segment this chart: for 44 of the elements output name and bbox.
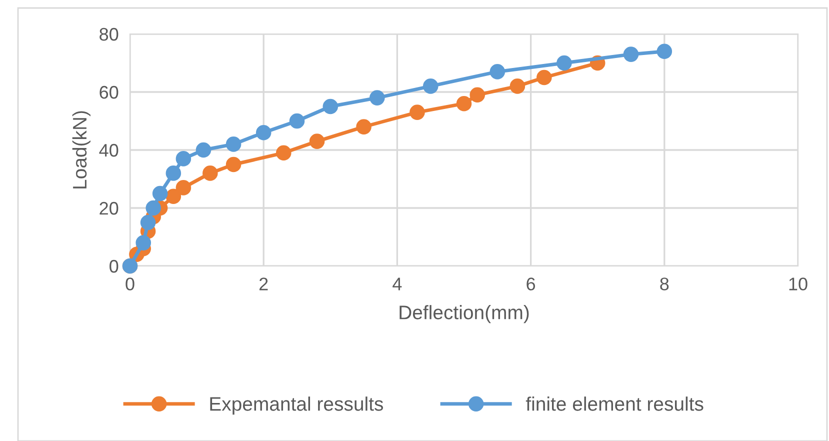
point	[422, 78, 438, 94]
point	[410, 104, 425, 120]
x-tick-label: 10	[789, 278, 808, 290]
point	[136, 235, 151, 250]
point	[176, 180, 192, 196]
x-tick-label: 2	[259, 278, 268, 290]
point	[166, 188, 182, 204]
point	[256, 124, 272, 140]
point	[490, 64, 506, 80]
point	[166, 166, 182, 181]
point	[176, 151, 192, 166]
point	[456, 96, 472, 112]
point	[146, 200, 162, 216]
point	[196, 142, 212, 158]
legend-label: finite element results	[526, 396, 704, 411]
point	[322, 98, 338, 114]
point	[656, 44, 672, 60]
x-tick-label: 4	[392, 278, 402, 290]
point	[202, 166, 218, 181]
point	[370, 90, 385, 106]
point	[289, 113, 305, 129]
point	[140, 214, 156, 230]
x-tick-label: 8	[660, 278, 669, 290]
x-axis-title: Deflection(mm)	[400, 305, 529, 324]
point	[276, 145, 292, 161]
point	[556, 55, 572, 71]
y-tick-label: 60	[100, 86, 118, 99]
y-tick-label: 20	[100, 202, 118, 215]
point	[226, 156, 242, 172]
point	[152, 186, 168, 202]
point	[623, 46, 639, 62]
y-tick-label: 0	[110, 260, 118, 273]
y-tick-label: 40	[99, 144, 118, 157]
point	[309, 134, 325, 149]
legend-label: Expemantal ressults	[210, 396, 384, 415]
point	[510, 78, 526, 94]
y-tick-label: 80	[100, 28, 118, 41]
x-tick-label: 0	[126, 278, 134, 290]
point	[226, 136, 242, 152]
point	[536, 70, 552, 86]
x-tick-label: 6	[526, 278, 536, 290]
point	[356, 119, 372, 134]
y-axis-title: Load(kN)	[72, 111, 90, 188]
point	[470, 87, 485, 103]
